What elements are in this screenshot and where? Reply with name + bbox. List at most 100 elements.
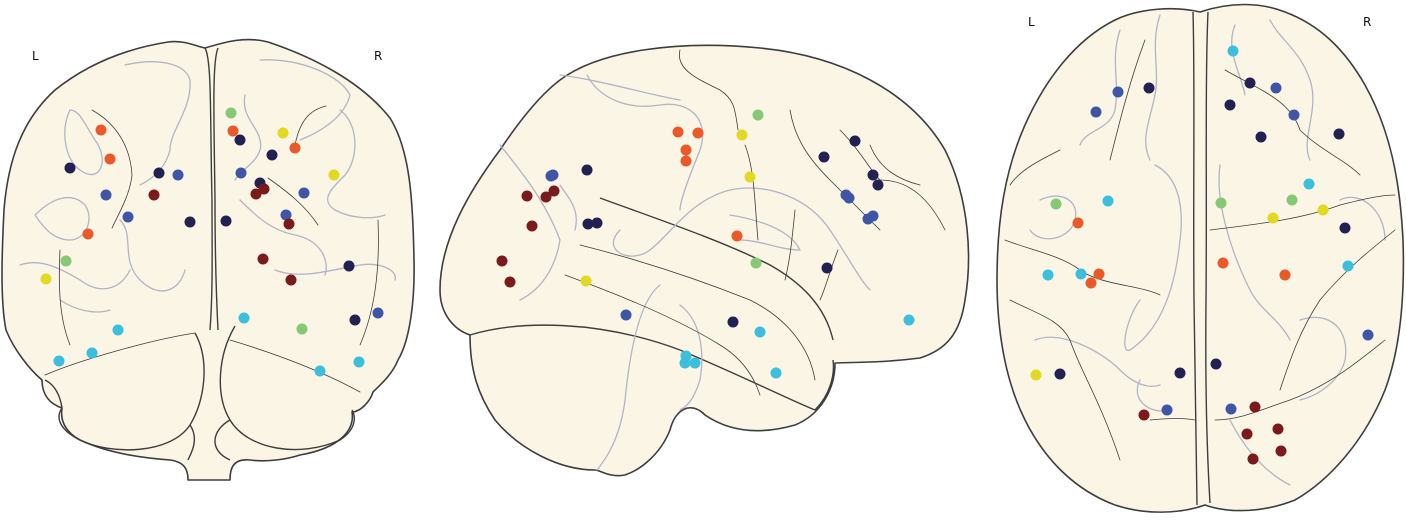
axial-node-green (1215, 197, 1227, 209)
axial-node-maroon (1241, 428, 1253, 440)
coronal-gyrus-5 (119, 219, 186, 292)
coronal-node-blue (235, 167, 247, 179)
axial-gyrus-7 (1269, 19, 1314, 161)
coronal-tent-left (44, 332, 196, 376)
sagittal-node-navy (821, 262, 833, 274)
coronal-node-maroon (285, 274, 297, 286)
axial-node-navy (1339, 222, 1351, 234)
coronal-node-orange (227, 125, 239, 137)
coronal-node-navy (64, 162, 76, 174)
axial-node-green (1286, 194, 1298, 206)
coronal-node-blue (100, 189, 112, 201)
axial-node-cyan (1102, 195, 1114, 207)
coronal-stem-right (214, 419, 231, 461)
coronal-gyrus-8 (239, 199, 327, 276)
sagittal-node-orange (680, 155, 692, 167)
axial-node-orange (1217, 257, 1229, 269)
coronal-node-navy (234, 134, 246, 146)
axial-node-cyan (1303, 178, 1315, 190)
axial-node-orange (1279, 269, 1291, 281)
sagittal-gyrus-8 (559, 74, 681, 101)
sagittal-node-yellow (744, 171, 756, 183)
axial-right-label: R (1363, 15, 1371, 29)
axial-view (996, 3, 1405, 513)
axial-sulcus-8 (1214, 339, 1386, 421)
sagittal-node-maroon (496, 255, 508, 267)
axial-gyrus-1 (1079, 29, 1121, 146)
sagittal-node-navy (872, 179, 884, 191)
coronal-node-blue (172, 169, 184, 181)
coronal-brain-outline (1, 38, 415, 481)
axial-node-cyan (1342, 260, 1354, 272)
axial-node-cyan (1227, 45, 1239, 57)
sagittal-node-orange (692, 127, 704, 139)
coronal-gyrus-3 (34, 196, 90, 241)
axial-node-yellow (1317, 204, 1329, 216)
axial-left-label: L (1028, 15, 1035, 29)
coronal-node-maroon (258, 183, 270, 195)
coronal-gyrus-11 (59, 299, 111, 313)
sagittal-node-green (752, 109, 764, 121)
axial-node-yellow (1267, 212, 1279, 224)
sagittal-node-cyan (679, 357, 691, 369)
sagittal-gyrus-1 (586, 74, 704, 211)
axial-node-blue (1112, 86, 1124, 98)
axial-node-navy (1244, 77, 1256, 89)
axial-gyrus-10 (1299, 316, 1347, 401)
coronal-sulcus-1 (91, 109, 133, 229)
sagittal-gyrus-2 (612, 187, 871, 291)
axial-node-orange (1093, 268, 1105, 280)
coronal-node-orange (82, 228, 94, 240)
coronal-gyrus-9 (274, 263, 396, 281)
axial-gyrus-8 (1218, 164, 1291, 341)
coronal-gyrus-7 (326, 109, 386, 219)
coronal-right-label: R (374, 49, 382, 63)
sagittal-node-navy (582, 218, 594, 230)
axial-node-blue (1161, 404, 1173, 416)
sagittal-sulcus-6 (784, 209, 796, 281)
sagittal-nodes (496, 109, 915, 379)
sagittal-sulcus-4 (869, 144, 921, 186)
axial-gyrus-4 (1124, 164, 1182, 351)
sagittal-node-maroon (526, 220, 538, 232)
axial-sulcus-7 (1279, 229, 1396, 391)
sagittal-cerebellum-border (469, 324, 835, 411)
coronal-stem-left (187, 424, 195, 461)
sagittal-node-yellow (736, 129, 748, 141)
coronal-node-yellow (328, 169, 340, 181)
axial-node-maroon (1249, 401, 1261, 413)
sagittal-node-orange (731, 230, 743, 242)
coronal-node-maroon (148, 189, 160, 201)
axial-gyrus-2 (1145, 14, 1161, 161)
coronal-node-green (225, 107, 237, 119)
coronal-node-blue (298, 187, 310, 199)
axial-midline-left (1192, 11, 1198, 506)
sagittal-node-navy (867, 169, 879, 181)
sagittal-node-blue (547, 169, 559, 181)
sagittal-gyrus-5 (679, 304, 703, 411)
coronal-node-yellow (277, 127, 289, 139)
coronal-node-green (60, 255, 72, 267)
axial-gyrus-12 (1231, 24, 1246, 96)
axial-sulcus-1 (1109, 39, 1146, 161)
sagittal-node-maroon (521, 190, 533, 202)
sagittal-node-cyan (770, 367, 782, 379)
axial-node-green (1050, 198, 1062, 210)
coronal-gyrus-6 (259, 59, 351, 141)
sagittal-node-orange (680, 144, 692, 156)
sagittal-node-navy (591, 217, 603, 229)
coronal-gyrus-2 (64, 109, 103, 176)
axial-node-orange (1085, 277, 1097, 289)
sagittal-node-navy (727, 316, 739, 328)
axial-node-maroon (1275, 445, 1287, 457)
axial-node-navy (1255, 131, 1267, 143)
sagittal-node-blue (620, 309, 632, 321)
axial-node-cyan (1042, 269, 1054, 281)
axial-node-navy (1210, 358, 1222, 370)
coronal-node-cyan (53, 355, 65, 367)
coronal-tent-right (229, 339, 361, 393)
sagittal-sulcus-8 (564, 274, 761, 396)
coronal-node-blue (122, 211, 134, 223)
axial-node-blue (1362, 329, 1374, 341)
